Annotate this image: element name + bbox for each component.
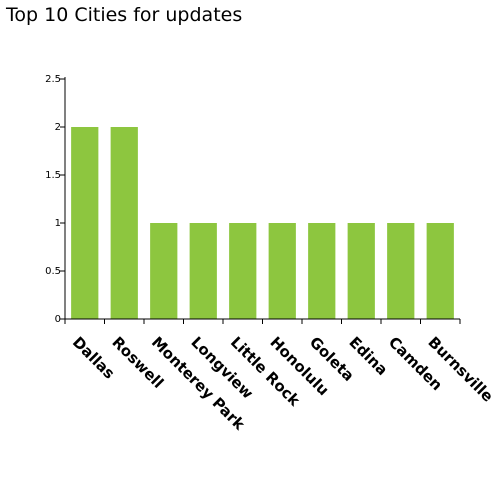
bar bbox=[387, 223, 415, 319]
bar bbox=[308, 223, 336, 319]
bar bbox=[189, 223, 217, 319]
y-tick-label: 2 bbox=[55, 122, 61, 133]
bar bbox=[150, 223, 178, 319]
y-tick-label: 1.5 bbox=[45, 170, 61, 181]
x-category-label: Burnsville bbox=[424, 333, 496, 405]
y-tick-label: 0.5 bbox=[45, 266, 61, 277]
bar bbox=[110, 127, 138, 319]
bar bbox=[229, 223, 257, 319]
y-tick-label: 0 bbox=[55, 314, 61, 325]
bar bbox=[268, 223, 296, 319]
y-tick-label: 1 bbox=[55, 218, 61, 229]
bars-group bbox=[71, 127, 454, 319]
x-category-label: Dallas bbox=[69, 333, 118, 382]
chart-title: Top 10 Cities for updates bbox=[6, 4, 243, 26]
bar bbox=[71, 127, 99, 319]
y-axis: 0 0.5 1 1.5 2 2.5 bbox=[45, 74, 66, 325]
bar bbox=[347, 223, 375, 319]
bar bbox=[426, 223, 454, 319]
y-tick-label: 2.5 bbox=[45, 74, 61, 85]
